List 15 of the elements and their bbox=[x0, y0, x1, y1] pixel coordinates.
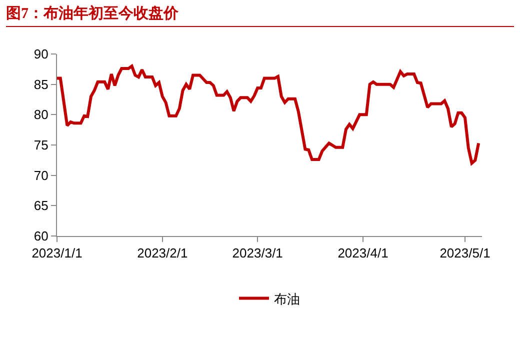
y-tick-label: 70 bbox=[34, 168, 48, 183]
legend-label: 布油 bbox=[274, 291, 300, 306]
x-tick-label: 2023/3/1 bbox=[232, 246, 283, 261]
chart-title: 图7：布油年初至今收盘价 bbox=[6, 4, 514, 27]
y-tick-label: 80 bbox=[34, 107, 48, 122]
y-tick-label: 65 bbox=[34, 198, 48, 214]
x-tick-label: 2023/4/1 bbox=[338, 246, 388, 261]
x-tick-label: 2023/1/1 bbox=[32, 246, 82, 261]
x-tick-label: 2023/5/1 bbox=[440, 246, 490, 261]
y-tick-label: 90 bbox=[34, 46, 48, 62]
x-tick-label: 2023/2/1 bbox=[137, 246, 188, 261]
y-tick-label: 85 bbox=[34, 76, 48, 92]
y-tick-label: 60 bbox=[34, 228, 48, 244]
line-series bbox=[57, 64, 480, 165]
y-tick-label: 75 bbox=[34, 138, 48, 153]
